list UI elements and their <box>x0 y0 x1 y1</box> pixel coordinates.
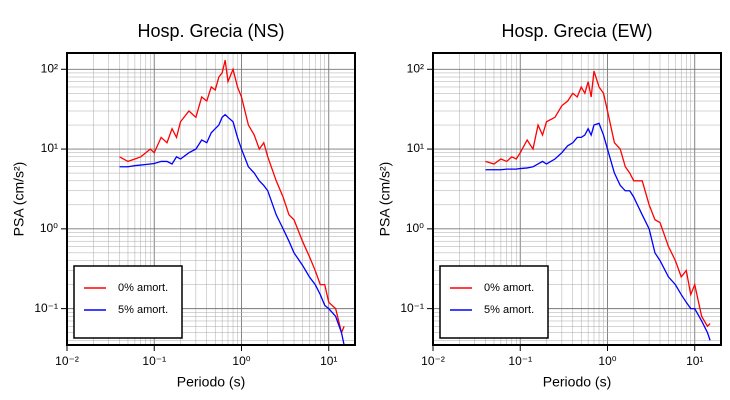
x-tick-label: 10¹ <box>320 354 337 368</box>
x-tick-label: 10¹ <box>686 354 703 368</box>
legend-box <box>439 265 549 339</box>
y-tick-label: 10² <box>407 61 424 75</box>
y-tick-label: 10⁻¹ <box>34 301 58 315</box>
y-tick-label: 10⁰ <box>406 221 424 235</box>
y-tick-label: 10⁰ <box>40 221 58 235</box>
chart-title: Hosp. Grecia (NS) <box>137 21 284 41</box>
x-axis-label: Periodo (s) <box>177 374 245 390</box>
series-line <box>119 60 345 335</box>
legend-label: 0% amort. <box>118 282 168 294</box>
x-tick-label: 10⁻² <box>421 354 445 368</box>
x-tick-label: 10⁰ <box>232 354 250 368</box>
legend-label: 5% amort. <box>484 304 534 316</box>
legend-label: 5% amort. <box>118 304 168 316</box>
plot-frame <box>432 52 722 346</box>
y-tick-label: 10¹ <box>41 141 58 155</box>
chart-title: Hosp. Grecia (EW) <box>501 21 652 41</box>
x-axis-label: Periodo (s) <box>543 374 611 390</box>
y-tick-label: 10² <box>41 61 58 75</box>
x-tick-label: 10⁻¹ <box>508 354 532 368</box>
x-tick-label: 10⁻² <box>55 354 79 368</box>
series-line <box>119 113 345 346</box>
y-tick-label: 10⁻¹ <box>400 301 424 315</box>
series-line <box>485 70 711 328</box>
y-axis-label: PSA (cm/s²) <box>11 162 27 237</box>
legend-label: 0% amort. <box>484 282 534 294</box>
x-tick-label: 10⁰ <box>598 354 616 368</box>
y-axis-label: PSA (cm/s²) <box>377 162 393 237</box>
plot-frame <box>66 52 356 346</box>
series-line <box>485 122 711 341</box>
x-tick-label: 10⁻¹ <box>142 354 166 368</box>
legend-box <box>73 265 183 339</box>
y-tick-label: 10¹ <box>407 141 424 155</box>
